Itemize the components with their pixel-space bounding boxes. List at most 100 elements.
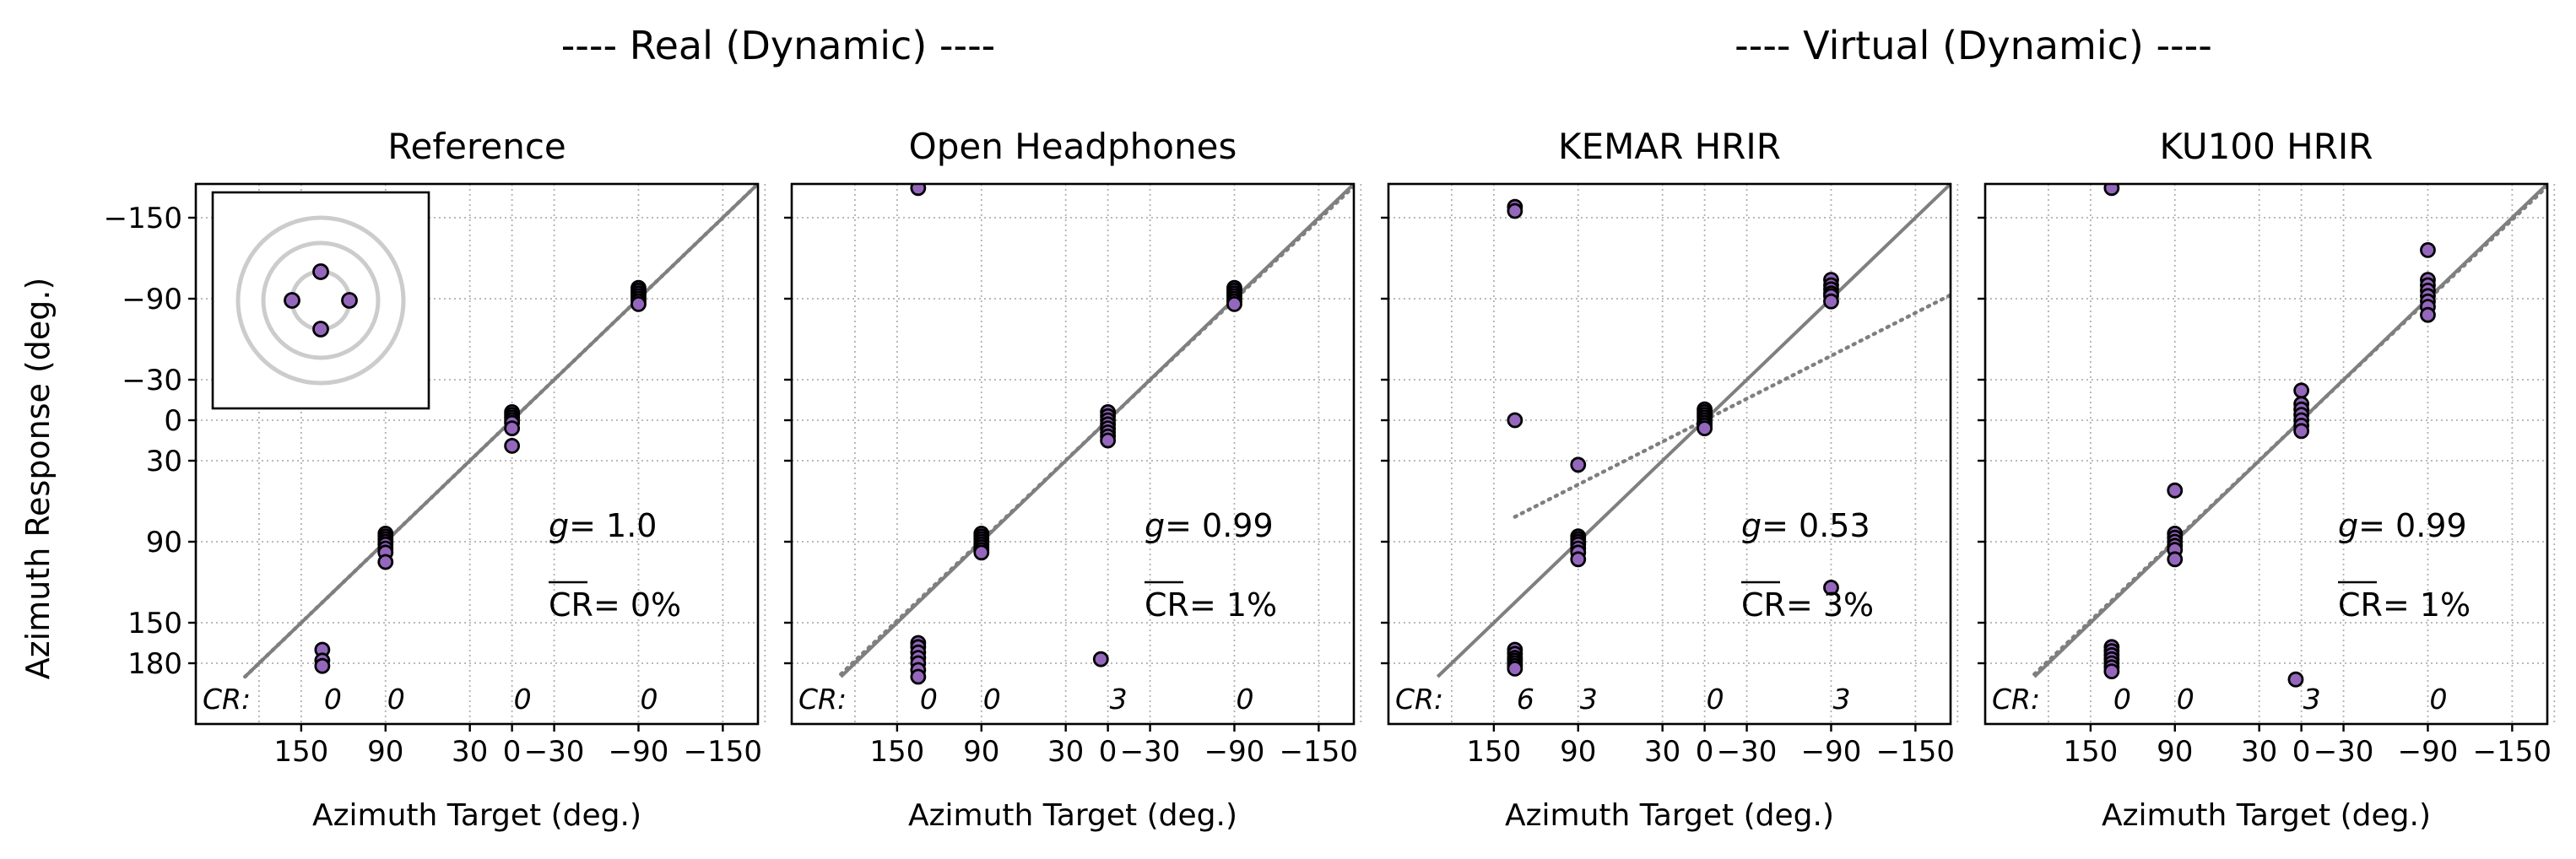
x-tick-label: 30 [1047, 735, 1084, 769]
y-tick-label: 0 [164, 404, 182, 438]
confusion-count: 0 [2113, 683, 2131, 716]
x-tick-label: 90 [1560, 735, 1596, 769]
cr-value: = 1% [1189, 586, 1277, 624]
inset-frame [211, 191, 430, 410]
x-axis-label: Azimuth Target (deg.) [1505, 798, 1834, 833]
x-tick-label: −90 [2398, 735, 2459, 769]
data-point [2167, 482, 2184, 499]
x-tick-label: 0 [1696, 735, 1714, 769]
y-tick-label: 30 [146, 445, 182, 478]
x-tick-label: −150 [2473, 735, 2552, 769]
x-tick-label: 90 [367, 735, 403, 769]
confusion-count: 0 [983, 683, 1001, 716]
data-point [314, 657, 331, 674]
data-point [2287, 671, 2304, 688]
confusion-count: 0 [324, 683, 342, 716]
cr-annotation: CR= 3% [1741, 586, 1874, 624]
confusion-count: 0 [387, 683, 405, 716]
data-point [2103, 184, 2120, 197]
x-tick-label: 0 [1099, 735, 1118, 769]
y-tick-label: −30 [122, 364, 182, 397]
cr-annotation: CR= 1% [2338, 586, 2470, 624]
fit-lines [839, 184, 1354, 678]
gain-value: = 0.99 [1165, 507, 1274, 544]
data-point [1092, 651, 1109, 667]
data-point [1823, 293, 1839, 310]
axes-frame [1983, 182, 2549, 726]
confusion-count: 0 [1707, 683, 1724, 716]
data-point [910, 668, 927, 685]
inset-layout [211, 191, 430, 410]
x-tick-label: 150 [273, 735, 328, 769]
data-point [2293, 382, 2310, 399]
inset-outer-ring [235, 215, 406, 386]
cr-annotation: CR= 1% [1145, 586, 1277, 624]
data-point [1100, 432, 1117, 449]
ideal-line [1436, 184, 1951, 678]
data-point [377, 554, 394, 570]
group-title-real: ---- Real (Dynamic) ---- [561, 23, 996, 68]
grid [1388, 184, 1959, 724]
panel-title: KEMAR HRIR [1558, 126, 1781, 167]
axes-frame [194, 182, 760, 726]
group-title-virtual: ---- Virtual (Dynamic) ---- [1734, 23, 2212, 68]
cr-symbol: CR [2338, 586, 2383, 624]
confusion-count: 0 [2177, 683, 2194, 716]
y-tick-label: 90 [146, 526, 182, 559]
gain-symbol: g [2338, 507, 2358, 544]
x-tick-label: −90 [1801, 735, 1862, 769]
x-tick-label: 30 [2241, 735, 2277, 769]
axes-frame [790, 182, 1356, 726]
x-tick-label: 0 [2292, 735, 2311, 769]
confusion-count: 0 [514, 683, 532, 716]
inset-speaker-marker [312, 321, 329, 338]
data-point [2293, 423, 2310, 440]
data-point [1570, 457, 1587, 473]
gain-annotation: g= 0.99 [2338, 507, 2467, 544]
panel-title: KU100 HRIR [2159, 126, 2373, 167]
data-point [973, 544, 990, 561]
data-point [2103, 663, 2120, 679]
inset-speaker-marker [341, 292, 358, 309]
data-point [2420, 241, 2436, 258]
y-tick-label: −90 [122, 283, 182, 316]
x-tick-label: −150 [684, 735, 762, 769]
cr-symbol: CR [1145, 586, 1189, 624]
gain-symbol: g [1741, 507, 1762, 544]
x-tick-label: −30 [1120, 735, 1181, 769]
points [910, 184, 1242, 685]
y-tick-label: 180 [127, 647, 182, 681]
x-tick-label: 0 [503, 735, 522, 769]
panel-0: 150 90 30 0 −30 −90 −150−150−90−3003090150180R… [104, 126, 766, 833]
x-tick-label: 150 [1466, 735, 1521, 769]
points [1507, 198, 1839, 677]
gain-value: = 0.53 [1762, 507, 1870, 544]
data-point [2167, 551, 2184, 568]
grid [1985, 184, 2556, 724]
x-axis-label: Azimuth Target (deg.) [2102, 798, 2431, 833]
x-tick-label: 30 [452, 735, 488, 769]
x-tick-label: −30 [2314, 735, 2374, 769]
inset-middle-ring [261, 240, 381, 360]
x-axis-label: Azimuth Target (deg.) [312, 798, 641, 833]
x-tick-label: 90 [963, 735, 999, 769]
inset-speaker-marker [312, 263, 329, 280]
data-point [630, 295, 647, 312]
confusion-count: 3 [2303, 683, 2321, 716]
confusion-count: 3 [1580, 683, 1598, 716]
panel-title: Reference [387, 126, 566, 167]
x-axis-label: Azimuth Target (deg.) [908, 798, 1237, 833]
data-point [504, 438, 521, 454]
cr-value: = 3% [1786, 586, 1874, 624]
shared-y-axis-label: Azimuth Response (deg.) [19, 278, 57, 680]
gain-fit-line [243, 184, 758, 679]
data-point [504, 420, 521, 437]
x-tick-label: −30 [1717, 735, 1778, 769]
x-tick-label: 30 [1644, 735, 1680, 769]
data-point [1570, 551, 1587, 568]
data-point [1507, 661, 1523, 677]
cr-annotation: CR= 0% [549, 586, 681, 624]
